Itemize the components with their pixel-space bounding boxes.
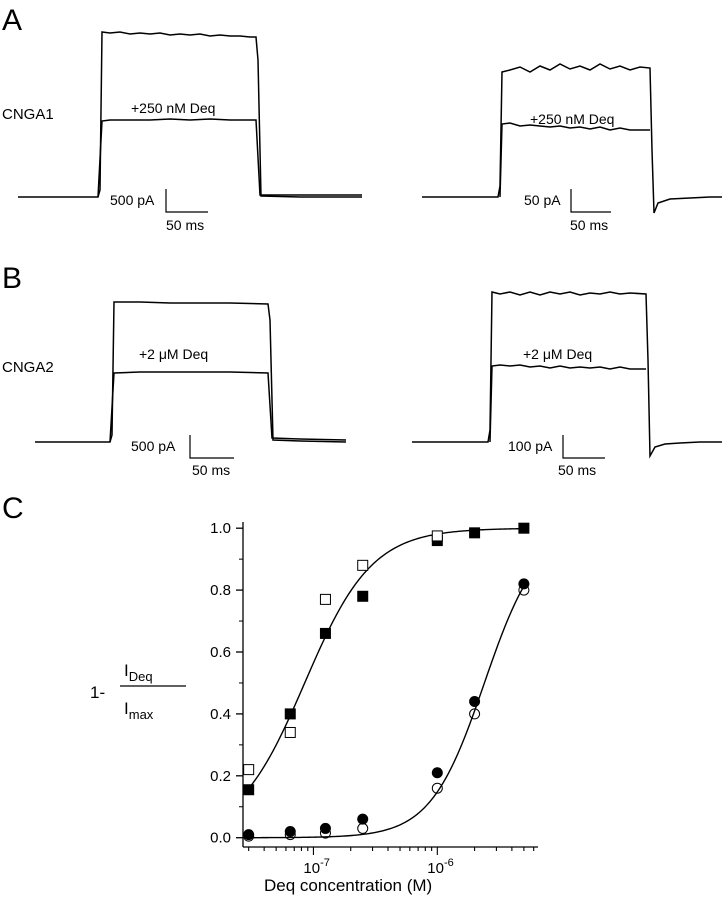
panel-b-letter: B	[2, 262, 22, 295]
point-filled-square	[469, 527, 481, 539]
scale-current: 50 pA	[524, 192, 561, 208]
scale-time: 50 ms	[166, 217, 204, 233]
trace-control	[422, 63, 722, 214]
panel-b-left-scale-bar: 500 pA 50 ms	[131, 435, 234, 478]
trace-control	[18, 31, 362, 198]
point-filled-square	[357, 590, 369, 602]
x-tick-label: 10-7	[303, 857, 329, 877]
point-filled-circle	[469, 696, 481, 708]
y-label-prefix: 1-	[90, 683, 105, 702]
point-filled-square	[284, 708, 296, 720]
trace-deq	[489, 364, 646, 443]
panel-b-left-traces	[35, 301, 347, 443]
y-tick-label: 0.6	[210, 644, 231, 661]
panel-b-right-scale-bar: 100 pA 50 ms	[508, 435, 605, 478]
panel-a-letter: A	[2, 4, 22, 37]
panel-b-right-annotation: +2 μM Deq	[523, 346, 592, 362]
point-open-circle	[357, 822, 369, 834]
x-axis-label: Deq concentration (M)	[264, 876, 432, 895]
point-open-circle	[243, 830, 255, 842]
panel-c-letter: C	[2, 492, 24, 525]
point-open-circle	[319, 827, 331, 839]
panel-b-right-traces	[412, 291, 722, 459]
y-tick-label: 1.0	[210, 520, 231, 537]
trace-deq	[499, 122, 650, 198]
y-tick-label: 0.4	[210, 706, 231, 723]
point-open-square	[284, 726, 296, 738]
scale-current: 500 pA	[110, 192, 155, 208]
point-open-square	[319, 593, 331, 605]
y-label-numerator: IDeq	[124, 661, 153, 684]
panel-a-left-traces	[18, 31, 362, 198]
y-tick-label: 0.0	[210, 830, 231, 847]
dose-response-chart: 0.0 0.2 0.4 0.6 0.8 1.0 10-7 10-6	[210, 520, 538, 877]
chart-axes: 0.0 0.2 0.4 0.6 0.8 1.0 10-7 10-6	[210, 520, 538, 877]
scale-time: 50 ms	[558, 462, 596, 478]
scale-current: 100 pA	[508, 438, 553, 454]
point-filled-square	[518, 522, 530, 534]
scale-time: 50 ms	[570, 217, 608, 233]
trace-control	[35, 301, 347, 443]
y-tick-label: 0.8	[210, 582, 231, 599]
point-open-square	[357, 559, 369, 571]
fit-curves	[248, 527, 525, 839]
point-filled-circle	[431, 767, 443, 779]
panel-a-left-scale-bar: 500 pA 50 ms	[110, 189, 208, 233]
point-open-square	[243, 764, 255, 776]
trace-control	[412, 291, 722, 459]
panel-a-row-label: CNGA1	[2, 106, 54, 123]
y-axis-label: 1- IDeq Imax	[90, 661, 186, 722]
y-tick-label: 0.2	[210, 768, 231, 785]
point-open-circle	[431, 782, 443, 794]
trace-deq	[109, 371, 347, 443]
point-filled-square	[243, 784, 255, 796]
point-filled-circle	[518, 578, 530, 590]
point-filled-circle	[357, 813, 369, 825]
panel-a-right-traces	[422, 63, 722, 214]
point-open-circle	[518, 584, 530, 596]
fit-curve	[248, 527, 524, 789]
x-tick-label: 10-6	[427, 857, 453, 877]
scale-time: 50 ms	[192, 462, 230, 478]
panel-b-left-annotation: +2 μM Deq	[139, 346, 208, 362]
point-open-circle	[469, 708, 481, 720]
panel-a-right-scale-bar: 50 pA 50 ms	[524, 189, 611, 233]
point-filled-square	[319, 627, 331, 639]
y-label-denominator: Imax	[124, 699, 154, 722]
panel-b-row-label: CNGA2	[2, 359, 54, 376]
panel-a-left-annotation: +250 nM Deq	[131, 100, 215, 116]
point-open-square	[431, 530, 443, 542]
trace-deq	[97, 118, 362, 198]
point-filled-circle	[284, 826, 296, 838]
point-open-circle	[284, 829, 296, 841]
scale-current: 500 pA	[131, 438, 176, 454]
panel-a-right-annotation: +250 nM Deq	[530, 111, 614, 127]
data-points	[243, 522, 530, 842]
